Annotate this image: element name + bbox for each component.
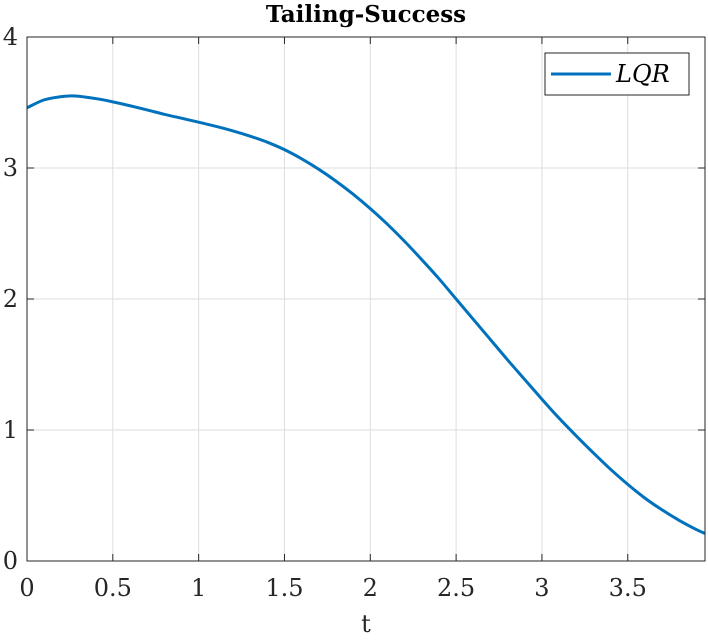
chart-title: Tailing-Success bbox=[266, 1, 466, 28]
series-line-lqr bbox=[26, 94, 706, 535]
y-tick-label: 0 bbox=[3, 547, 18, 575]
y-tick-label: 3 bbox=[3, 154, 18, 182]
x-tick-label: 2 bbox=[363, 574, 378, 602]
y-tick-label: 1 bbox=[3, 416, 18, 444]
x-tick-label: 1.5 bbox=[265, 574, 303, 602]
legend: LQR bbox=[544, 52, 690, 96]
tick-marks bbox=[26, 36, 705, 562]
x-tick-label: 3 bbox=[534, 574, 549, 602]
x-tick-labels: 0 0.5 1 1.5 2 2.5 3 3.5 bbox=[19, 574, 646, 602]
x-tick-label: 0 bbox=[19, 574, 34, 602]
x-tick-label: 2.5 bbox=[437, 574, 475, 602]
y-tick-labels: 0 1 2 3 4 bbox=[3, 23, 18, 575]
x-tick-label: 3.5 bbox=[609, 574, 647, 602]
y-tick-label: 2 bbox=[3, 285, 18, 313]
x-tick-label: 0.5 bbox=[94, 574, 132, 602]
y-tick-label: 4 bbox=[3, 23, 18, 51]
legend-label-lqr: LQR bbox=[615, 60, 670, 88]
x-axis-label: t bbox=[361, 610, 371, 636]
series-layer bbox=[26, 94, 706, 535]
x-tick-label: 1 bbox=[191, 574, 206, 602]
